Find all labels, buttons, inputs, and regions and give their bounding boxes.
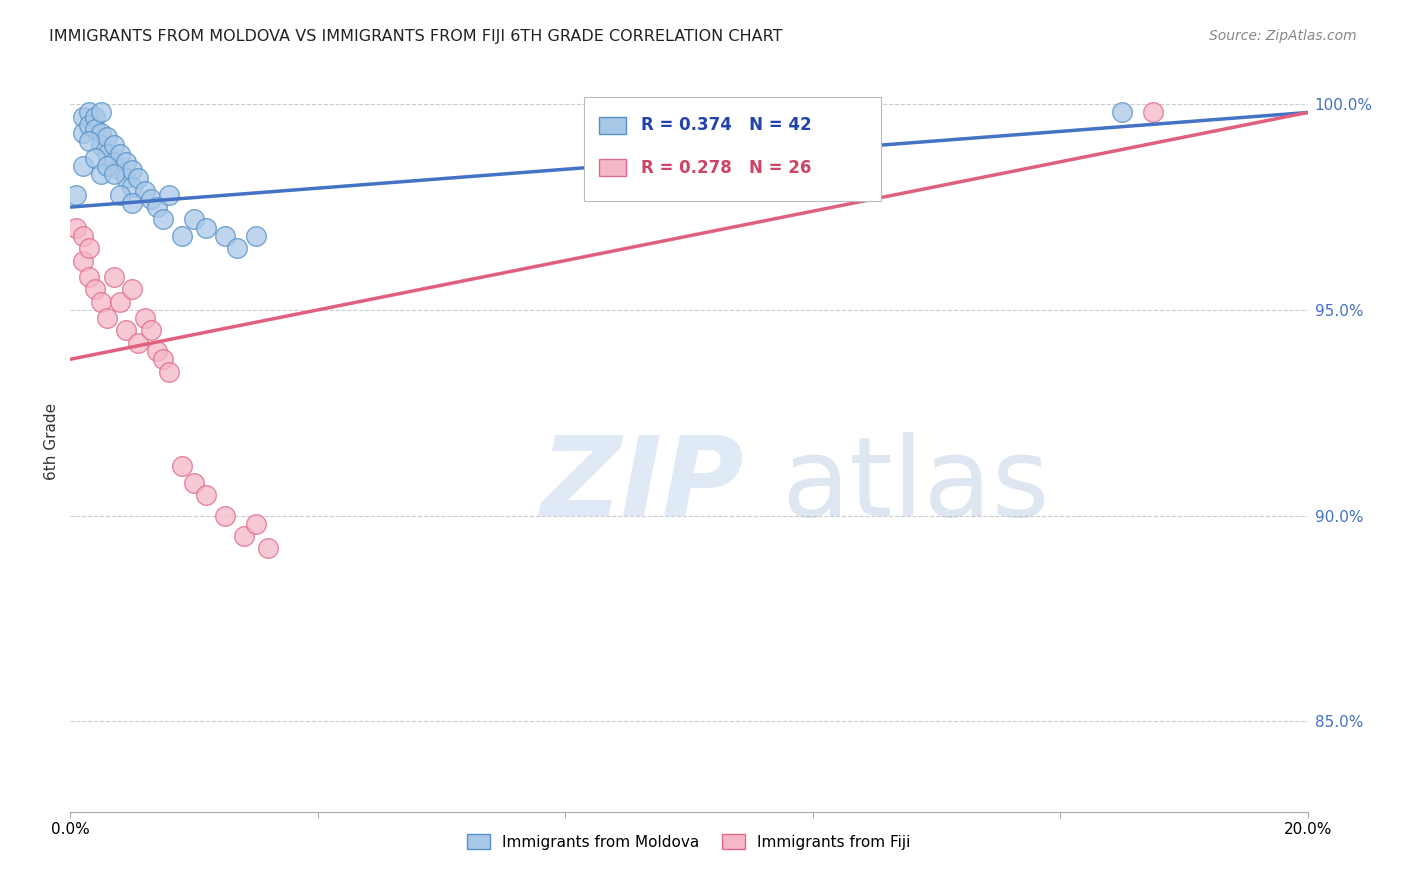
- Point: [96, 146, 118, 161]
- Point: [77, 105, 100, 120]
- Point: [245, 516, 267, 531]
- Point: [96, 130, 118, 145]
- Point: [115, 171, 138, 186]
- Point: [226, 241, 249, 255]
- Point: [1142, 105, 1164, 120]
- Point: [65, 220, 87, 235]
- Point: [115, 154, 138, 169]
- Point: [139, 324, 162, 338]
- Point: [77, 134, 100, 148]
- Point: [108, 187, 131, 202]
- Point: [77, 118, 100, 132]
- Point: [257, 541, 280, 556]
- Point: [801, 126, 824, 140]
- Text: R = 0.374   N = 42: R = 0.374 N = 42: [641, 117, 811, 135]
- Point: [77, 270, 100, 285]
- Point: [152, 352, 174, 367]
- Point: [139, 192, 162, 206]
- Point: [72, 110, 94, 124]
- Point: [90, 105, 112, 120]
- Point: [183, 475, 205, 490]
- Point: [152, 212, 174, 227]
- Point: [108, 146, 131, 161]
- Text: atlas: atlas: [782, 433, 1050, 540]
- Text: ZIP: ZIP: [540, 433, 744, 540]
- Text: R = 0.278   N = 26: R = 0.278 N = 26: [641, 159, 811, 177]
- Point: [103, 167, 125, 181]
- Point: [90, 126, 112, 140]
- Point: [84, 151, 107, 165]
- Point: [90, 294, 112, 309]
- Point: [157, 365, 180, 379]
- Point: [103, 154, 125, 169]
- Text: IMMIGRANTS FROM MOLDOVA VS IMMIGRANTS FROM FIJI 6TH GRADE CORRELATION CHART: IMMIGRANTS FROM MOLDOVA VS IMMIGRANTS FR…: [49, 29, 783, 44]
- Point: [90, 167, 112, 181]
- Point: [121, 196, 143, 211]
- Point: [134, 184, 156, 198]
- Bar: [599, 117, 626, 134]
- Point: [195, 220, 218, 235]
- Point: [170, 228, 193, 243]
- Point: [65, 187, 87, 202]
- Point: [84, 110, 107, 124]
- Point: [214, 508, 236, 523]
- Point: [90, 138, 112, 153]
- Point: [72, 159, 94, 173]
- Point: [72, 253, 94, 268]
- Point: [183, 212, 205, 227]
- Point: [72, 126, 94, 140]
- Point: [121, 163, 143, 178]
- Point: [195, 488, 218, 502]
- Point: [232, 529, 254, 543]
- Point: [134, 311, 156, 326]
- Point: [103, 138, 125, 153]
- Text: Source: ZipAtlas.com: Source: ZipAtlas.com: [1209, 29, 1357, 43]
- Point: [245, 228, 267, 243]
- Point: [214, 228, 236, 243]
- FancyBboxPatch shape: [583, 97, 880, 201]
- Point: [84, 122, 107, 136]
- Point: [108, 294, 131, 309]
- Point: [84, 282, 107, 296]
- Point: [127, 335, 149, 350]
- Bar: [599, 160, 626, 176]
- Legend: Immigrants from Moldova, Immigrants from Fiji: Immigrants from Moldova, Immigrants from…: [461, 828, 917, 856]
- Point: [146, 200, 169, 214]
- Point: [103, 270, 125, 285]
- Y-axis label: 6th Grade: 6th Grade: [44, 403, 59, 480]
- Point: [121, 282, 143, 296]
- Point: [72, 228, 94, 243]
- Point: [96, 311, 118, 326]
- Point: [121, 179, 143, 194]
- Point: [157, 187, 180, 202]
- Point: [108, 163, 131, 178]
- Point: [77, 241, 100, 255]
- Point: [127, 171, 149, 186]
- Point: [146, 344, 169, 359]
- Point: [1111, 105, 1133, 120]
- Point: [96, 159, 118, 173]
- Point: [115, 324, 138, 338]
- Point: [170, 459, 193, 474]
